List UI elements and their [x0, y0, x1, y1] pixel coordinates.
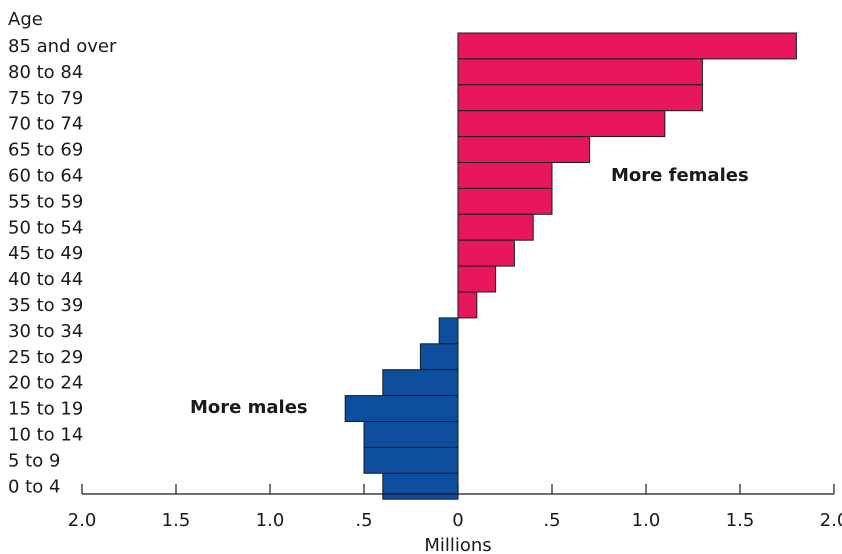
annotation-more-males: More males	[190, 397, 308, 418]
bar	[457, 291, 478, 319]
x-tick-label: 2.0	[68, 510, 97, 531]
bar	[457, 187, 553, 215]
bar	[344, 395, 459, 423]
x-ticks: 2.0 1.5 1.0 .5 0 .5 1.0 1.5 2.0	[68, 484, 842, 531]
x-tick-label: .5	[355, 510, 372, 531]
bar	[438, 317, 459, 345]
category-label: 40 to 44	[8, 269, 83, 290]
bar	[363, 421, 459, 448]
bar	[457, 84, 703, 112]
x-tick-label: 1.5	[162, 510, 191, 531]
category-label: 15 to 19	[8, 399, 83, 420]
category-label: 10 to 14	[8, 424, 83, 445]
bar	[363, 446, 459, 474]
x-tick-label: 2.0	[820, 510, 842, 531]
x-tick-label: .5	[543, 510, 560, 531]
bar	[457, 32, 797, 60]
category-label: 75 to 79	[8, 88, 83, 109]
x-tick-label: 0	[452, 510, 463, 531]
bar	[457, 239, 515, 267]
category-label: 5 to 9	[8, 450, 60, 471]
x-tick-label: 1.5	[726, 510, 755, 531]
category-label: 80 to 84	[8, 62, 83, 83]
x-tick-label: 1.0	[256, 510, 285, 531]
category-label: 85 and over	[8, 36, 117, 57]
category-label: 30 to 34	[8, 321, 83, 342]
bar	[419, 343, 459, 371]
x-axis-label: Millions	[424, 535, 491, 554]
bar	[457, 58, 703, 86]
bar	[457, 136, 591, 164]
category-label: 0 to 4	[8, 476, 60, 497]
category-label: 55 to 59	[8, 191, 83, 212]
category-label: 65 to 69	[8, 140, 83, 161]
x-tick-label: 1.0	[632, 510, 661, 531]
bar	[382, 369, 459, 397]
y-axis-title: Age	[8, 9, 43, 30]
category-label: 70 to 74	[8, 114, 83, 135]
bar	[457, 110, 666, 138]
category-label: 25 to 29	[8, 347, 83, 368]
category-label: 60 to 64	[8, 165, 83, 186]
bar	[457, 162, 553, 189]
category-labels: 85 and over 80 to 84 75 to 79 70 to 74 65 to…	[8, 36, 117, 497]
bar	[382, 472, 459, 500]
annotation-more-females: More females	[611, 165, 749, 186]
category-label: 20 to 24	[8, 373, 83, 394]
bars	[344, 32, 797, 500]
bar	[457, 265, 497, 293]
category-label: 35 to 39	[8, 295, 83, 316]
category-label: 45 to 49	[8, 243, 83, 264]
category-label: 50 to 54	[8, 217, 83, 238]
bar	[457, 213, 534, 241]
